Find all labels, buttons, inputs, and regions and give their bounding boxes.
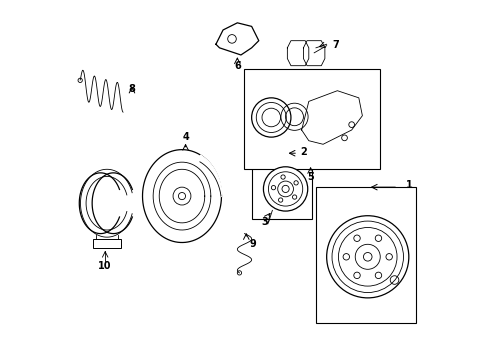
Text: 1: 1 — [405, 180, 411, 190]
Text: 2: 2 — [300, 147, 306, 157]
Text: 9: 9 — [249, 239, 256, 249]
Text: 10: 10 — [98, 261, 112, 271]
Circle shape — [326, 216, 408, 298]
Text: 8: 8 — [128, 84, 135, 94]
Bar — [251, 155, 312, 219]
Bar — [244, 69, 380, 169]
Text: 4: 4 — [182, 132, 188, 142]
Text: 5: 5 — [306, 172, 313, 182]
Text: 6: 6 — [233, 62, 240, 71]
Bar — [93, 239, 121, 248]
Circle shape — [263, 167, 307, 211]
Bar — [315, 187, 415, 323]
Text: 7: 7 — [331, 40, 338, 50]
Text: 3: 3 — [261, 217, 268, 227]
